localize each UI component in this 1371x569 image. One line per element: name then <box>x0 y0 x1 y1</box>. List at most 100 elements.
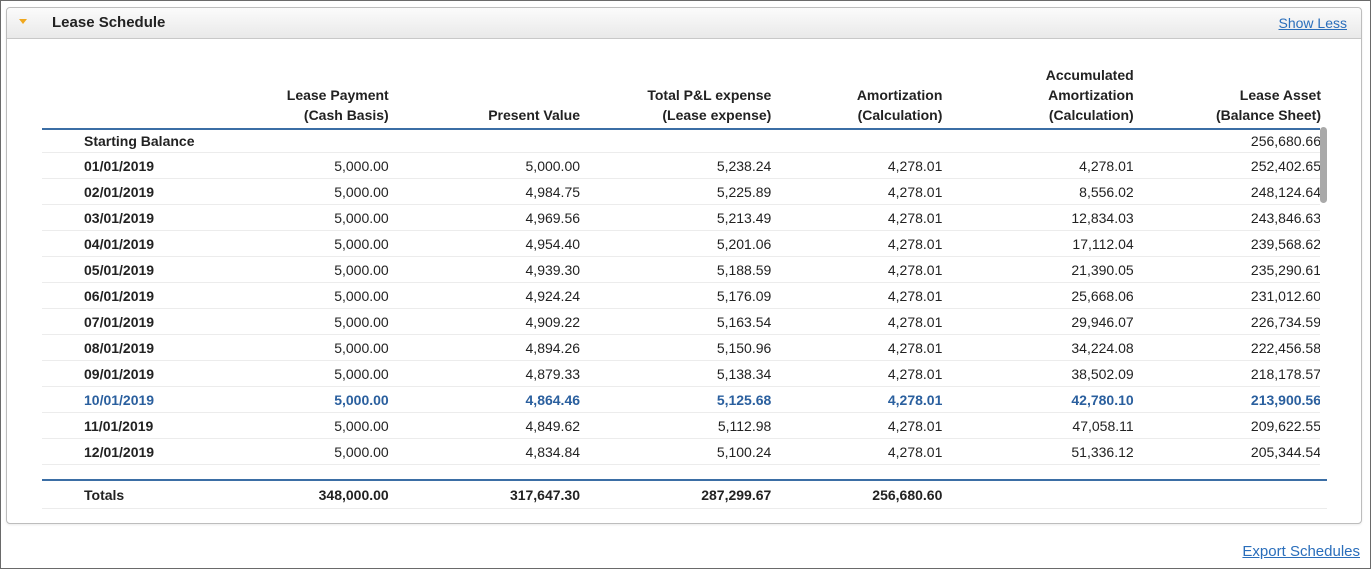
row-total-pl: 5,112.98 <box>586 412 778 439</box>
row-amortization: 4,278.01 <box>777 308 949 335</box>
row-lease-asset: 235,290.61 <box>1139 256 1327 283</box>
row-total-pl: 5,176.09 <box>586 282 778 309</box>
row-lease-payment: 5,000.00 <box>202 204 395 231</box>
row-present-value: 4,879.33 <box>394 360 587 387</box>
row-lease-asset: 222,456.58 <box>1139 334 1327 361</box>
row-accumulated-amortization: 8,556.02 <box>948 178 1140 205</box>
starting-balance-label: Starting Balance <box>42 129 203 153</box>
row-accumulated-amortization: 29,946.07 <box>948 308 1140 335</box>
starting-balance-asset: 256,680.66 <box>1139 129 1327 153</box>
row-date: 12/01/2019 <box>42 438 203 465</box>
table-row[interactable]: 11/01/2019 5,000.00 4,849.62 5,112.98 4,278.… <box>42 412 1327 439</box>
table-row[interactable]: 03/01/2019 5,000.00 4,969.56 5,213.49 4,278.… <box>42 204 1327 231</box>
header-present-value: Present Value <box>394 62 587 130</box>
table-row[interactable]: 08/01/2019 5,000.00 4,894.26 5,150.96 4,278.… <box>42 334 1327 361</box>
row-lease-payment: 5,000.00 <box>202 308 395 335</box>
row-amortization: 4,278.01 <box>777 178 949 205</box>
row-accumulated-amortization: 38,502.09 <box>948 360 1140 387</box>
row-amortization: 4,278.01 <box>777 386 949 413</box>
header-total-pl-expense: Total P&L expense (Lease expense) <box>586 62 778 130</box>
row-lease-payment: 5,000.00 <box>202 230 395 257</box>
table-row[interactable]: 05/01/2019 5,000.00 4,939.30 5,188.59 4,278.… <box>42 256 1327 283</box>
row-present-value: 4,909.22 <box>394 308 587 335</box>
totals-label: Totals <box>42 480 203 509</box>
row-lease-asset: 252,402.65 <box>1139 152 1327 179</box>
lease-schedule-table: Lease Payment (Cash Basis) Present Value … <box>42 62 1327 509</box>
totals-separator <box>42 464 1327 481</box>
row-present-value: 4,864.46 <box>394 386 587 413</box>
totals-total-pl: 287,299.67 <box>586 480 778 509</box>
row-present-value: 4,939.30 <box>394 256 587 283</box>
row-present-value: 4,954.40 <box>394 230 587 257</box>
row-amortization: 4,278.01 <box>777 438 949 465</box>
row-lease-payment: 5,000.00 <box>202 256 395 283</box>
row-accumulated-amortization: 17,112.04 <box>948 230 1140 257</box>
row-amortization: 4,278.01 <box>777 360 949 387</box>
row-present-value: 4,969.56 <box>394 204 587 231</box>
table-row[interactable]: 01/01/2019 5,000.00 5,000.00 5,238.24 4,278.… <box>42 152 1327 179</box>
row-date: 08/01/2019 <box>42 334 203 361</box>
row-amortization: 4,278.01 <box>777 152 949 179</box>
row-date: 01/01/2019 <box>42 152 203 179</box>
table-row[interactable]: 12/01/2019 5,000.00 4,834.84 5,100.24 4,278.… <box>42 438 1327 465</box>
table-row[interactable]: 10/01/2019 5,000.00 4,864.46 5,125.68 4,278.… <box>42 386 1327 413</box>
row-amortization: 4,278.01 <box>777 412 949 439</box>
table-row[interactable]: 06/01/2019 5,000.00 4,924.24 5,176.09 4,278.… <box>42 282 1327 309</box>
row-lease-payment: 5,000.00 <box>202 282 395 309</box>
row-lease-asset: 248,124.64 <box>1139 178 1327 205</box>
header-lease-payment: Lease Payment (Cash Basis) <box>202 62 395 130</box>
row-lease-payment: 5,000.00 <box>202 152 395 179</box>
row-lease-asset: 239,568.62 <box>1139 230 1327 257</box>
row-total-pl: 5,188.59 <box>586 256 778 283</box>
header-date <box>42 62 203 130</box>
row-lease-asset: 218,178.57 <box>1139 360 1327 387</box>
row-lease-asset: 209,622.55 <box>1139 412 1327 439</box>
row-lease-payment: 5,000.00 <box>202 360 395 387</box>
row-total-pl: 5,150.96 <box>586 334 778 361</box>
show-less-link[interactable]: Show Less <box>1278 15 1347 31</box>
row-accumulated-amortization: 4,278.01 <box>948 152 1140 179</box>
header-lease-asset: Lease Asset (Balance Sheet) <box>1139 62 1327 130</box>
row-present-value: 4,834.84 <box>394 438 587 465</box>
row-accumulated-amortization: 51,336.12 <box>948 438 1140 465</box>
header-row: Lease Payment (Cash Basis) Present Value … <box>42 62 1327 130</box>
row-lease-asset: 231,012.60 <box>1139 282 1327 309</box>
row-amortization: 4,278.01 <box>777 334 949 361</box>
empty-cell <box>948 480 1140 509</box>
row-amortization: 4,278.01 <box>777 204 949 231</box>
header-amortization: Amortization (Calculation) <box>777 62 949 130</box>
chevron-down-icon[interactable] <box>19 19 27 24</box>
scrollbar-thumb[interactable] <box>1320 127 1327 203</box>
empty-cell <box>777 129 949 153</box>
table-row[interactable]: 09/01/2019 5,000.00 4,879.33 5,138.34 4,278.… <box>42 360 1327 387</box>
row-lease-payment: 5,000.00 <box>202 178 395 205</box>
row-accumulated-amortization: 47,058.11 <box>948 412 1140 439</box>
row-amortization: 4,278.01 <box>777 230 949 257</box>
row-present-value: 4,924.24 <box>394 282 587 309</box>
row-total-pl: 5,238.24 <box>586 152 778 179</box>
totals-amortization: 256,680.60 <box>777 480 949 509</box>
row-amortization: 4,278.01 <box>777 282 949 309</box>
row-date: 10/01/2019 <box>42 386 203 413</box>
table-row[interactable]: 04/01/2019 5,000.00 4,954.40 5,201.06 4,278.… <box>42 230 1327 257</box>
starting-balance-row: Starting Balance 256,680.66 <box>42 129 1327 153</box>
row-date: 05/01/2019 <box>42 256 203 283</box>
scrollbar-track[interactable] <box>1320 126 1328 471</box>
table-row[interactable]: 07/01/2019 5,000.00 4,909.22 5,163.54 4,278.… <box>42 308 1327 335</box>
export-schedules-link[interactable]: Export Schedules <box>1242 543 1360 560</box>
row-accumulated-amortization: 25,668.06 <box>948 282 1140 309</box>
row-accumulated-amortization: 34,224.08 <box>948 334 1140 361</box>
row-accumulated-amortization: 21,390.05 <box>948 256 1140 283</box>
row-total-pl: 5,138.34 <box>586 360 778 387</box>
empty-cell <box>586 129 778 153</box>
row-lease-payment: 5,000.00 <box>202 412 395 439</box>
row-total-pl: 5,125.68 <box>586 386 778 413</box>
panel-header: Lease Schedule Show Less <box>7 8 1361 39</box>
row-total-pl: 5,100.24 <box>586 438 778 465</box>
row-lease-payment: 5,000.00 <box>202 438 395 465</box>
table-row[interactable]: 02/01/2019 5,000.00 4,984.75 5,225.89 4,278.… <box>42 178 1327 205</box>
row-present-value: 5,000.00 <box>394 152 587 179</box>
empty-cell <box>394 129 587 153</box>
empty-cell <box>948 129 1140 153</box>
row-date: 09/01/2019 <box>42 360 203 387</box>
